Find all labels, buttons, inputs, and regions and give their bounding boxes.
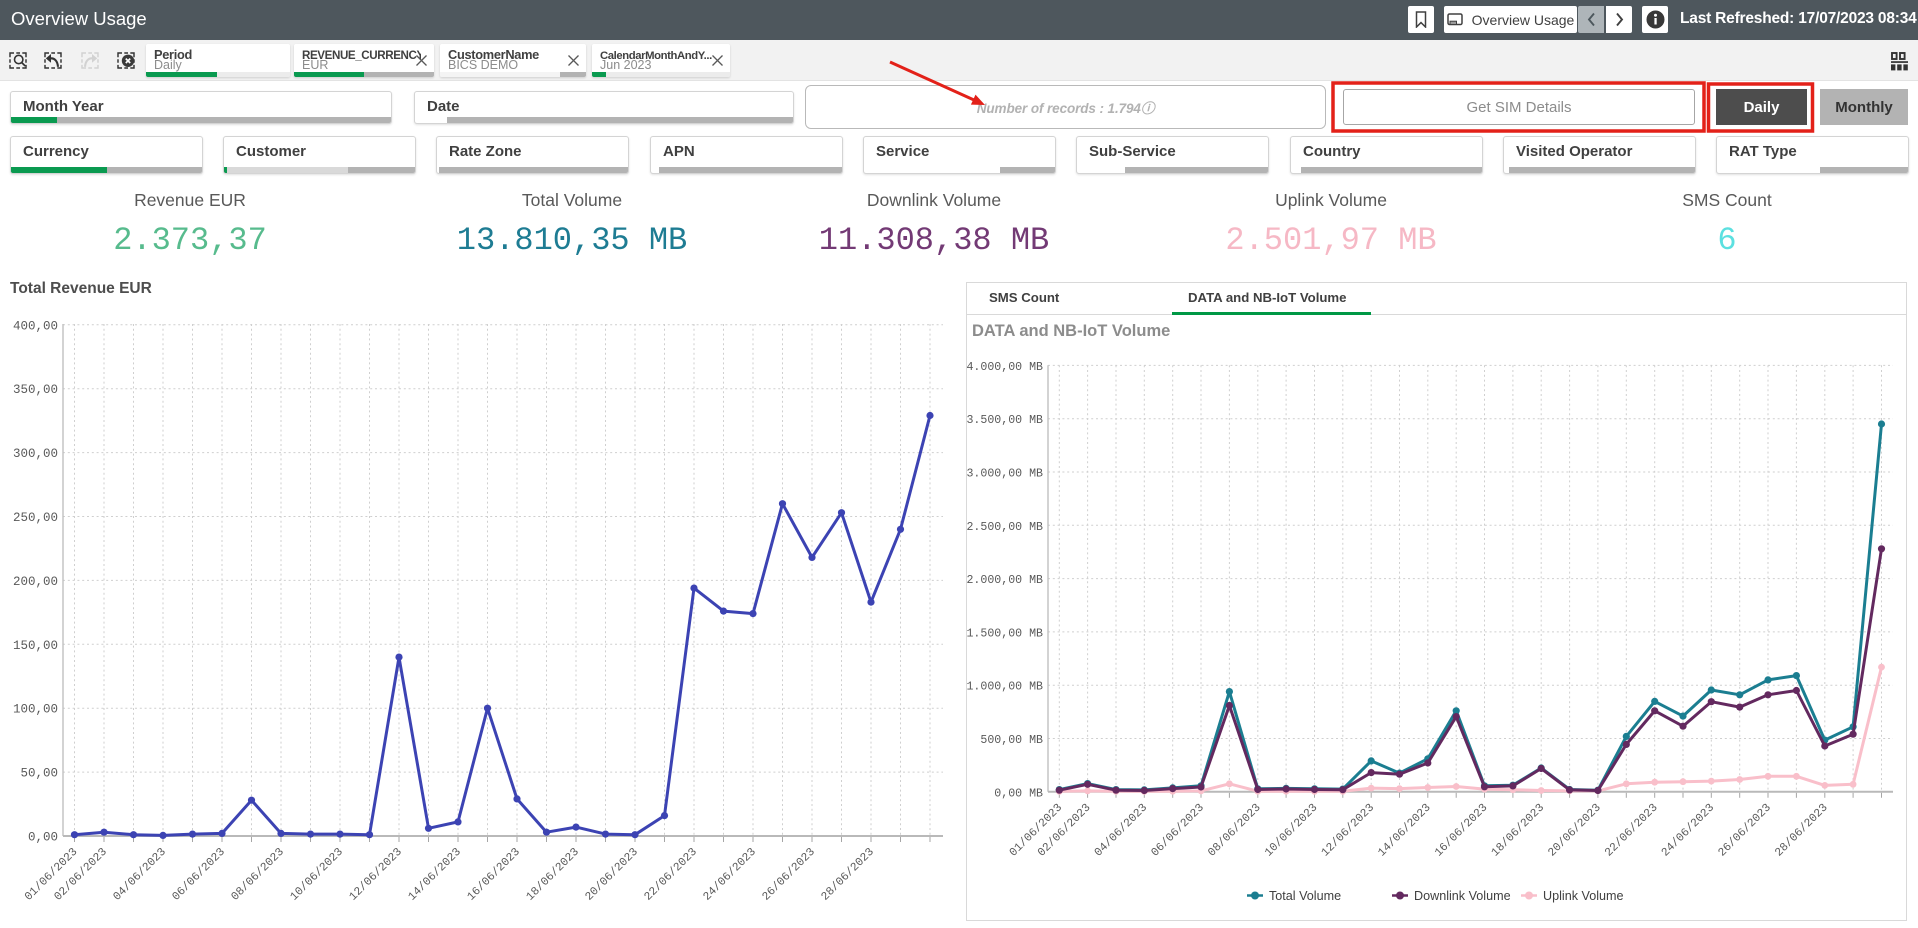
svg-text:350,00: 350,00	[13, 383, 58, 397]
svg-text:24/06/2023: 24/06/2023	[701, 846, 759, 904]
svg-text:100,00: 100,00	[13, 703, 58, 717]
svg-text:1.500,00 MB: 1.500,00 MB	[966, 627, 1043, 640]
svg-text:22/06/2023: 22/06/2023	[1603, 801, 1661, 859]
svg-text:3.000,00 MB: 3.000,00 MB	[966, 468, 1043, 481]
svg-text:20/06/2023: 20/06/2023	[583, 846, 641, 904]
svg-text:1.000,00 MB: 1.000,00 MB	[966, 681, 1043, 694]
svg-text:28/06/2023: 28/06/2023	[819, 846, 877, 904]
svg-text:200,00: 200,00	[13, 575, 58, 589]
svg-text:04/06/2023: 04/06/2023	[1092, 801, 1150, 859]
svg-text:4.000,00 MB: 4.000,00 MB	[966, 361, 1043, 374]
svg-text:12/06/2023: 12/06/2023	[347, 846, 405, 904]
svg-text:12/06/2023: 12/06/2023	[1319, 801, 1377, 859]
svg-text:16/06/2023: 16/06/2023	[1432, 801, 1490, 859]
svg-text:18/06/2023: 18/06/2023	[524, 846, 582, 904]
svg-text:Total Volume: Total Volume	[1269, 889, 1341, 903]
svg-text:24/06/2023: 24/06/2023	[1659, 801, 1717, 859]
svg-text:06/06/2023: 06/06/2023	[1149, 801, 1207, 859]
svg-text:08/06/2023: 08/06/2023	[229, 846, 287, 904]
svg-text:18/06/2023: 18/06/2023	[1489, 801, 1547, 859]
svg-text:20/06/2023: 20/06/2023	[1546, 801, 1604, 859]
svg-text:08/06/2023: 08/06/2023	[1206, 801, 1264, 859]
svg-text:150,00: 150,00	[13, 639, 58, 653]
svg-text:04/06/2023: 04/06/2023	[111, 846, 169, 904]
svg-text:Uplink Volume: Uplink Volume	[1543, 889, 1624, 903]
svg-text:400,00: 400,00	[13, 319, 58, 333]
svg-text:500,00 MB: 500,00 MB	[980, 734, 1043, 747]
svg-text:250,00: 250,00	[13, 511, 58, 525]
svg-text:26/06/2023: 26/06/2023	[1716, 801, 1774, 859]
svg-text:10/06/2023: 10/06/2023	[288, 846, 346, 904]
svg-text:2.500,00 MB: 2.500,00 MB	[966, 521, 1043, 534]
svg-text:06/06/2023: 06/06/2023	[170, 846, 228, 904]
svg-text:0,00 MB: 0,00 MB	[994, 787, 1043, 800]
svg-text:28/06/2023: 28/06/2023	[1773, 801, 1831, 859]
svg-text:2.000,00 MB: 2.000,00 MB	[966, 574, 1043, 587]
svg-text:14/06/2023: 14/06/2023	[406, 846, 464, 904]
svg-text:16/06/2023: 16/06/2023	[465, 846, 523, 904]
svg-text:10/06/2023: 10/06/2023	[1262, 801, 1320, 859]
svg-text:14/06/2023: 14/06/2023	[1376, 801, 1434, 859]
svg-text:0,00: 0,00	[28, 831, 58, 845]
svg-text:50,00: 50,00	[20, 767, 58, 781]
svg-text:Downlink Volume: Downlink Volume	[1414, 889, 1511, 903]
svg-text:300,00: 300,00	[13, 447, 58, 461]
svg-text:3.500,00 MB: 3.500,00 MB	[966, 414, 1043, 427]
svg-text:22/06/2023: 22/06/2023	[642, 846, 700, 904]
svg-text:26/06/2023: 26/06/2023	[760, 846, 818, 904]
